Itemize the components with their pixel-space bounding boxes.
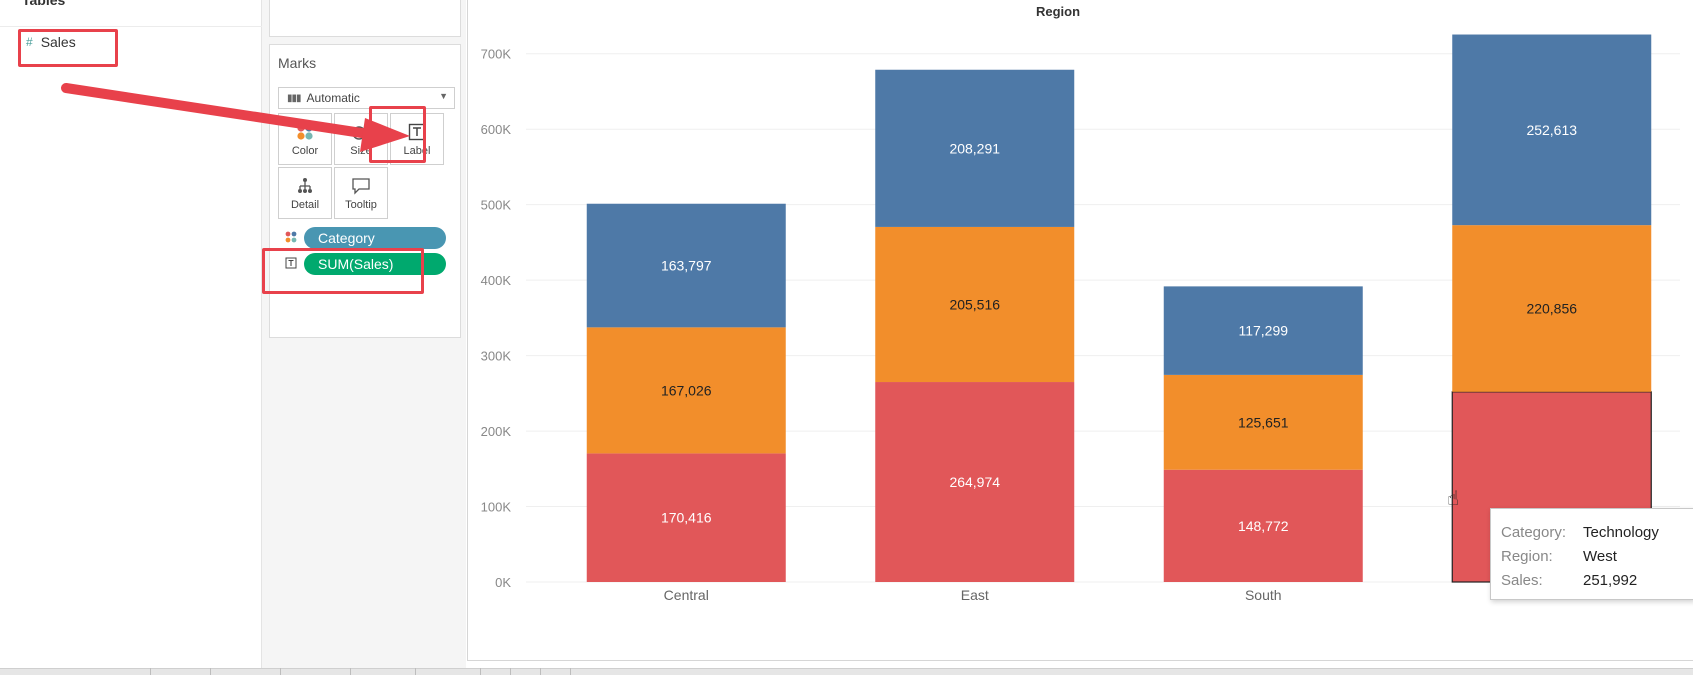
detail-label: Detail xyxy=(290,199,320,211)
hand-cursor-icon: ☝ xyxy=(1447,488,1460,510)
annotation-arrow-shaft xyxy=(61,83,380,140)
tooltip-key: Category: xyxy=(1501,523,1567,541)
color-label: Color xyxy=(291,145,319,157)
bar-segment xyxy=(875,69,1075,227)
tooltip-value: 251,992 xyxy=(1583,571,1638,589)
data-label: 208,291 xyxy=(949,140,1000,156)
tables-header: Tables xyxy=(22,0,66,8)
bar-chart-icon: ▮▮▮ xyxy=(287,92,301,104)
tab-separator xyxy=(415,668,416,675)
sum-sales-pill[interactable]: SUM(Sales) xyxy=(304,253,446,275)
data-label: 148,772 xyxy=(1238,518,1289,534)
filters-card xyxy=(269,0,461,37)
data-label: 167,026 xyxy=(661,382,712,398)
sales-measure-field[interactable]: # Sales xyxy=(26,34,76,50)
bar-segment xyxy=(1163,286,1363,375)
x-tick-label: South xyxy=(1245,587,1282,603)
data-label: 163,797 xyxy=(661,258,712,274)
tooltip-key: Sales: xyxy=(1501,571,1543,589)
bar-segment xyxy=(586,327,786,454)
tab-separator xyxy=(510,668,511,675)
bar-segment xyxy=(586,453,786,582)
y-tick-label: 600K xyxy=(481,122,512,137)
tab-separator xyxy=(280,668,281,675)
y-tick-label: 300K xyxy=(481,349,512,364)
hierarchy-icon xyxy=(279,175,331,197)
shelves-column: Marks ▮▮▮ Automatic ▼ Color Size xyxy=(262,0,466,668)
tab-separator xyxy=(150,668,151,675)
bar-segment xyxy=(1163,469,1363,582)
category-pill[interactable]: Category xyxy=(304,227,446,249)
bar-segment xyxy=(1163,374,1363,470)
tab-separator xyxy=(210,668,211,675)
sum-sales-label-pill-row: SUM(Sales) xyxy=(284,253,446,275)
chart-view: Region 0K 100K 200K 300K 400K 500K 600K 700K Sale… xyxy=(467,0,1693,661)
x-tick-label: Central xyxy=(664,587,709,603)
data-label: 170,416 xyxy=(661,510,712,526)
data-label: 252,613 xyxy=(1526,122,1577,138)
category-color-pill-row: Category xyxy=(284,227,446,249)
tooltip-value: West xyxy=(1583,547,1617,565)
highlight-box-sum-sales xyxy=(262,248,424,294)
marks-card: Marks ▮▮▮ Automatic ▼ Color Size xyxy=(269,44,461,338)
bar-segment xyxy=(1452,225,1652,392)
field-name: Sales xyxy=(40,34,76,50)
bar-segment xyxy=(1452,34,1652,226)
detail-button[interactable]: Detail xyxy=(278,167,332,219)
measure-type-icon: # xyxy=(26,35,33,49)
bar-segment xyxy=(586,203,786,328)
x-tick-label: East xyxy=(961,587,989,603)
y-axis-label: Sales xyxy=(468,280,471,314)
y-tick-label: 0K xyxy=(495,575,511,590)
data-label: 117,299 xyxy=(1238,323,1288,339)
tab-separator xyxy=(480,668,481,675)
data-label: 220,856 xyxy=(1526,300,1577,316)
tab-separator xyxy=(540,668,541,675)
y-tick-label: 200K xyxy=(481,424,512,439)
sheet-tab-strip[interactable] xyxy=(0,668,1693,675)
y-tick-label: 100K xyxy=(481,500,512,515)
annotation-arrow-head xyxy=(360,118,410,152)
divider xyxy=(0,26,262,27)
tab-separator xyxy=(350,668,351,675)
highlight-box-sales xyxy=(18,29,118,67)
tooltip-row: Category: Technology xyxy=(1501,520,1693,544)
tab-separator xyxy=(570,668,571,675)
tooltip-value: Technology xyxy=(1583,523,1659,541)
y-tick-label: 700K xyxy=(481,47,512,62)
stacked-bar-chart: Region 0K 100K 200K 300K 400K 500K 600K 700K Sale… xyxy=(468,4,1680,603)
y-tick-label: 500K xyxy=(481,198,512,213)
mark-type-value: Automatic xyxy=(306,91,360,105)
marks-title: Marks xyxy=(278,55,317,71)
data-label: 205,516 xyxy=(949,296,1000,312)
tooltip-row: Sales: 251,992 xyxy=(1501,568,1693,592)
tooltip-button[interactable]: Tooltip xyxy=(334,167,388,219)
bar-segment xyxy=(875,382,1075,582)
color-dots-icon xyxy=(284,231,298,246)
tooltip-label: Tooltip xyxy=(345,199,377,211)
y-tick-label: 400K xyxy=(481,273,512,288)
tooltip-key: Region: xyxy=(1501,547,1553,565)
speech-bubble-icon xyxy=(335,175,387,197)
text-label-icon xyxy=(284,257,298,272)
tooltip-row: Region: West xyxy=(1501,544,1693,568)
data-label: 264,974 xyxy=(949,474,1000,490)
bar-segment xyxy=(875,226,1075,383)
data-label: 125,651 xyxy=(1238,414,1289,430)
mark-tooltip: Category: Technology Region: West Sales:… xyxy=(1490,508,1693,600)
mark-type-dropdown[interactable]: ▮▮▮ Automatic ▼ xyxy=(278,87,455,109)
chart-title: Region xyxy=(1036,4,1080,19)
chevron-down-icon: ▼ xyxy=(439,91,448,101)
